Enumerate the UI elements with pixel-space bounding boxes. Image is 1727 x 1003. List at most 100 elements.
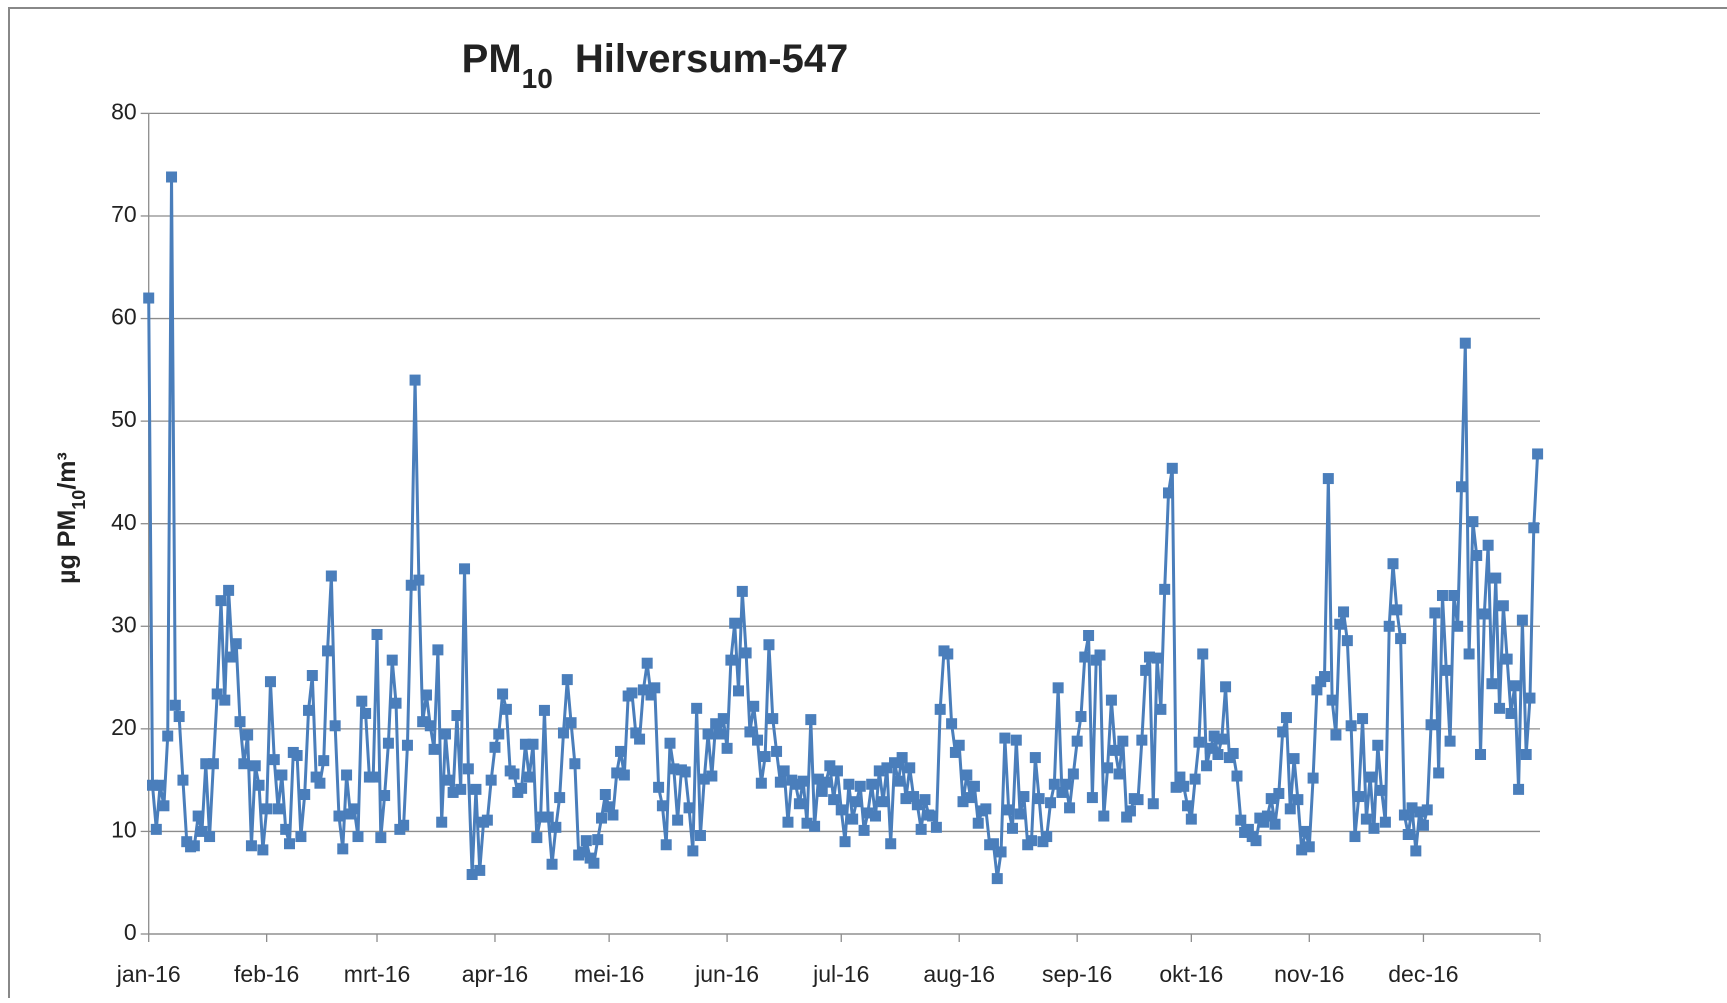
data-point [771, 745, 783, 757]
data-point [1299, 825, 1311, 837]
data-point [1231, 770, 1243, 782]
x-tick-label: dec-16 [1388, 961, 1458, 987]
data-point [1250, 835, 1262, 847]
data-point [603, 801, 615, 813]
data-point [569, 758, 581, 770]
data-point [946, 718, 958, 730]
data-point [261, 803, 273, 815]
y-axis-title: µg PM10/m³ [53, 452, 89, 584]
data-point [474, 864, 486, 876]
data-point [1174, 771, 1186, 783]
data-point [283, 838, 295, 850]
data-point [1520, 748, 1532, 760]
data-point [930, 821, 942, 833]
data-point [291, 750, 303, 762]
data-point [310, 771, 322, 783]
data-point [1048, 778, 1060, 790]
data-point [207, 758, 219, 770]
data-point [447, 786, 459, 798]
data-point [733, 685, 745, 697]
data-point [717, 713, 729, 725]
data-point [314, 777, 326, 789]
data-point [166, 171, 178, 183]
data-point [1292, 794, 1304, 806]
data-point [1067, 768, 1079, 780]
data-point [1406, 802, 1418, 814]
data-point [508, 768, 520, 780]
data-point [683, 802, 695, 814]
data-point [744, 726, 756, 738]
data-point [272, 803, 284, 815]
axes: 0 10 20 30 40 50 60 70 80 jan-16 feb-16 mrt-16 apr-1… [111, 98, 1541, 987]
data-point [538, 704, 550, 716]
y-tick-label: 10 [111, 817, 137, 843]
data-point [1147, 798, 1159, 810]
data-point [999, 732, 1011, 744]
data-point [1524, 692, 1536, 704]
data-point [706, 770, 718, 782]
data-point [257, 844, 269, 856]
data-point [862, 807, 874, 819]
data-point [645, 689, 657, 701]
data-point [790, 778, 802, 790]
data-point [812, 773, 824, 785]
data-point [793, 798, 805, 810]
data-point [1475, 748, 1487, 760]
data-point [459, 563, 471, 575]
data-point [242, 729, 254, 741]
data-point [192, 810, 204, 822]
data-point [660, 839, 672, 851]
data-point [1505, 707, 1517, 719]
data-point [797, 775, 809, 787]
data-point [405, 579, 417, 591]
data-point [987, 838, 999, 850]
data-point [854, 780, 866, 792]
data-point [489, 741, 501, 753]
text-part: Hilversum-547 [575, 37, 848, 81]
data-point [1216, 733, 1228, 745]
data-point [942, 648, 954, 660]
data-point [337, 843, 349, 855]
data-point [1414, 806, 1426, 818]
data-point [713, 728, 725, 740]
data-point [1026, 835, 1038, 847]
data-point [1319, 671, 1331, 683]
data-point [462, 763, 474, 775]
data-point [1113, 768, 1125, 780]
data-point [204, 831, 216, 843]
data-point [493, 728, 505, 740]
data-point [173, 711, 185, 723]
data-point [249, 760, 261, 772]
x-tick-label: mrt-16 [344, 961, 410, 987]
data-point [455, 783, 467, 795]
data-point [889, 757, 901, 769]
data-point [1357, 713, 1369, 725]
y-tick-label: 50 [111, 406, 137, 432]
data-point [1185, 813, 1197, 825]
data-point [322, 645, 334, 657]
data-point [687, 845, 699, 857]
data-point [816, 785, 828, 797]
data-point [919, 794, 931, 806]
data-point [470, 783, 482, 795]
chart-frame [8, 7, 1727, 1003]
data-point [1288, 753, 1300, 765]
data-point [1303, 841, 1315, 853]
data-point [550, 821, 562, 833]
data-point [607, 809, 619, 821]
data-point [664, 737, 676, 749]
data-point [1094, 649, 1106, 661]
data-point [143, 292, 155, 304]
data-point [995, 846, 1007, 858]
data-point [1490, 572, 1502, 584]
data-point [1003, 804, 1015, 816]
data-point [599, 788, 611, 800]
data-point [348, 803, 360, 815]
data-point [1109, 744, 1121, 756]
data-point [1151, 652, 1163, 664]
data-point [1212, 748, 1224, 760]
data-point [1140, 664, 1152, 676]
data-point [341, 769, 353, 781]
data-point [1208, 730, 1220, 742]
data-point [268, 754, 280, 766]
